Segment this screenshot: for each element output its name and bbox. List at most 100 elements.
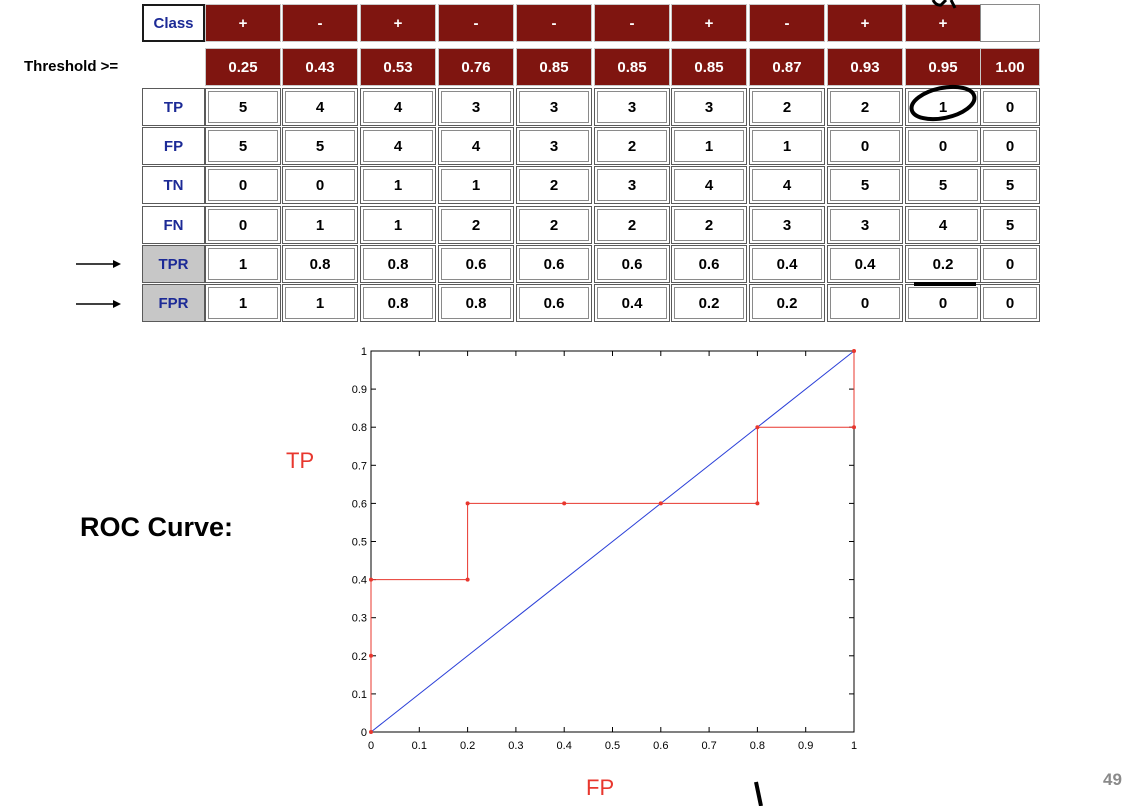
table-cell: 5: [827, 166, 903, 204]
x-tick-label: 0.8: [750, 740, 765, 752]
table-cell: 0: [980, 284, 1040, 322]
y-tick-label: 0.7: [352, 460, 367, 472]
row-label-tp: TP: [142, 88, 205, 126]
table-cell: 3: [516, 88, 592, 126]
table-cell: 3: [594, 88, 670, 126]
table-cell: 0.6: [516, 284, 592, 322]
table-cell: 3: [749, 206, 825, 244]
table-cell: 2: [594, 127, 670, 165]
table-cell: 0.4: [749, 245, 825, 283]
table-cell: 1: [360, 166, 436, 204]
table-cell: 2: [671, 206, 747, 244]
x-tick-label: 0.6: [653, 740, 668, 752]
y-tick-label: 0.3: [352, 613, 367, 625]
class-label: Class: [142, 4, 205, 42]
roc-point: [755, 501, 760, 506]
table-cell: 2: [827, 88, 903, 126]
x-tick-label: 1: [851, 740, 857, 752]
roc-point: [369, 577, 373, 582]
table-cell: 0.6: [438, 245, 514, 283]
class-cell: +: [360, 4, 436, 42]
diagonal-line: [370, 350, 855, 733]
table-cell: 0: [980, 245, 1040, 283]
table-cell: 0.2: [749, 284, 825, 322]
slide-number: 49: [1103, 770, 1122, 789]
table-cell: 5: [282, 127, 358, 165]
threshold-cell: 0.25: [205, 48, 281, 86]
table-cell: 5: [980, 206, 1040, 244]
roc-point: [369, 653, 373, 658]
threshold-cell: 0.93: [827, 48, 903, 86]
table-cell: 4: [749, 166, 825, 204]
table-cell: 1: [282, 284, 358, 322]
table-cell: 5: [905, 166, 981, 204]
table-cell: 1: [282, 206, 358, 244]
table-cell: 2: [749, 88, 825, 126]
threshold-cell: 0.85: [594, 48, 670, 86]
ink-mark-top: [931, 0, 957, 9]
table-cell: 0: [205, 206, 281, 244]
x-tick-label: 0.7: [701, 740, 716, 752]
class-cell: -: [438, 4, 514, 42]
table-cell: 0.2: [671, 284, 747, 322]
class-cell: +: [205, 4, 281, 42]
table-cell: 4: [360, 88, 436, 126]
table-cell: 3: [594, 166, 670, 204]
x-tick-label: 0.5: [605, 740, 620, 752]
row-label-fpr: FPR: [142, 284, 205, 322]
table-cell: 0: [282, 166, 358, 204]
table-cell: 3: [516, 127, 592, 165]
roc-point: [369, 730, 373, 734]
table-cell: 1: [205, 245, 281, 283]
roc-point: [562, 501, 567, 506]
class-cell: +: [671, 4, 747, 42]
table-cell: 0.8: [438, 284, 514, 322]
roc-point: [465, 577, 470, 582]
threshold-cell: 0.85: [516, 48, 592, 86]
table-cell: 0.6: [516, 245, 592, 283]
class-cell: -: [594, 4, 670, 42]
table-cell: 1: [749, 127, 825, 165]
y-tick-label: 0.5: [352, 537, 367, 549]
table-cell: 0: [827, 284, 903, 322]
table-cell: 4: [905, 206, 981, 244]
table-cell: 2: [516, 166, 592, 204]
table-cell: 5: [205, 127, 281, 165]
x-tick-label: 0.9: [798, 740, 813, 752]
class-cell: -: [516, 4, 592, 42]
table-cell: 2: [516, 206, 592, 244]
ink-ellipse: [909, 84, 977, 122]
y-tick-label: 0.1: [352, 689, 367, 701]
row-label-fp: FP: [142, 127, 205, 165]
table-cell: 1: [360, 206, 436, 244]
roc-point: [465, 501, 470, 506]
x-tick-label: 0: [368, 740, 374, 752]
y-tick-label: 0.8: [352, 422, 367, 434]
table-cell: 2: [438, 206, 514, 244]
x-tick-label: 0.2: [460, 740, 475, 752]
table-cell: 0.8: [360, 284, 436, 322]
roc-point: [755, 425, 760, 430]
table-cell: 0.4: [594, 284, 670, 322]
y-axis-label: TP: [286, 448, 315, 473]
table-cell: 4: [671, 166, 747, 204]
arrow-tpr-icon: [76, 260, 121, 268]
table-cell: 2: [594, 206, 670, 244]
x-tick-label: 0.3: [508, 740, 523, 752]
table-cell: 0: [827, 127, 903, 165]
y-tick-label: 0.2: [352, 651, 367, 663]
class-cell: +: [905, 4, 981, 42]
ink-stroke-bottom: [754, 781, 763, 806]
y-tick-label: 0.4: [352, 575, 367, 587]
table-cell: 3: [438, 88, 514, 126]
threshold-label: Threshold >=: [24, 58, 119, 75]
arrow-fpr-icon: [76, 300, 121, 308]
table-cell: 4: [438, 127, 514, 165]
table-cell: 3: [827, 206, 903, 244]
threshold-cell: 0.85: [671, 48, 747, 86]
table-cell: 0: [905, 127, 981, 165]
table-cell: 0.4: [827, 245, 903, 283]
threshold-cell: 0.53: [360, 48, 436, 86]
row-label-tpr: TPR: [142, 245, 205, 283]
